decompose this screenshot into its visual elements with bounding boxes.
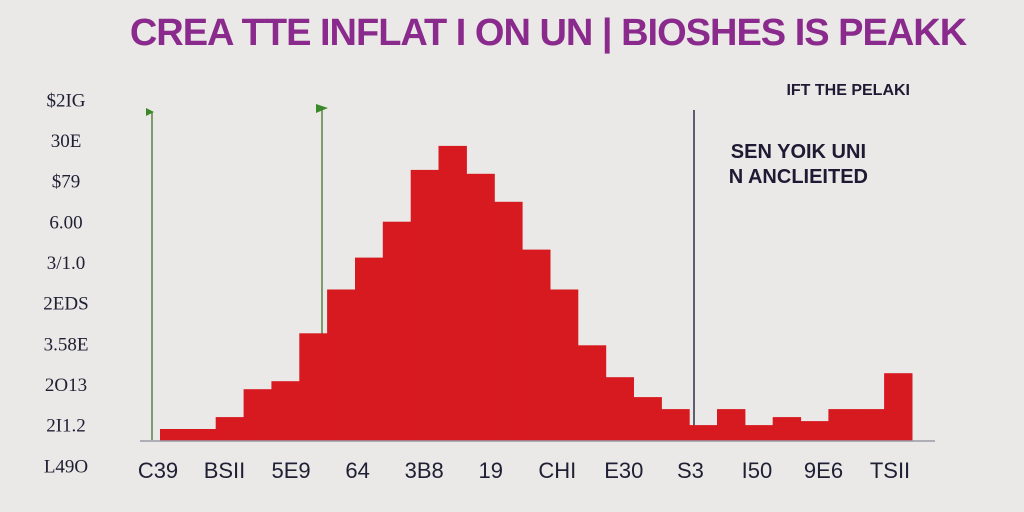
x-tick-label: C39 bbox=[138, 458, 178, 483]
y-tick-label: 3/1.0 bbox=[47, 253, 86, 274]
annotation-line-1: SEN YOIK UNI bbox=[731, 141, 866, 163]
x-tick-label: 5E9 bbox=[272, 458, 311, 483]
y-tick-label: 2I1.2 bbox=[46, 416, 86, 437]
y-tick-label: 30E bbox=[51, 131, 82, 152]
bar bbox=[633, 397, 662, 441]
x-tick-labels: C39 BSII 5E9 64 3B8 19 CHI E30 S3 I50 9E6 TSII bbox=[138, 458, 910, 483]
x-tick-label: CHI bbox=[538, 458, 576, 483]
bar bbox=[828, 409, 857, 441]
y-tick-label: $2IG bbox=[46, 90, 85, 111]
bar bbox=[271, 381, 300, 441]
bar bbox=[577, 345, 607, 441]
bar bbox=[160, 429, 189, 441]
bar bbox=[327, 289, 356, 441]
bars bbox=[160, 145, 913, 442]
y-tick-labels: $2IG 30E $79 6.00 3/1.0 2EDS 3.58E 2O13 2I1.2 L49… bbox=[43, 90, 88, 477]
x-tick-label: TSII bbox=[870, 458, 910, 483]
bar bbox=[215, 417, 245, 441]
bar bbox=[355, 257, 384, 441]
bar bbox=[549, 289, 579, 441]
x-tick-label: 19 bbox=[478, 458, 502, 483]
y-tick-label: 6.00 bbox=[49, 212, 82, 233]
y-tick-label: L49O bbox=[44, 456, 88, 477]
flag-icon bbox=[316, 104, 328, 113]
x-tick-label: 9E6 bbox=[804, 458, 843, 483]
bar bbox=[299, 333, 328, 441]
flag-icon bbox=[146, 108, 154, 116]
y-tick-label: 2O13 bbox=[45, 375, 87, 396]
chart-title: CREA TTE INFLAT I ON UN | BIOSHES IS PEA… bbox=[130, 12, 968, 54]
bar bbox=[717, 409, 746, 441]
annotation-line-2: N ANCLIEITED bbox=[729, 166, 868, 188]
x-tick-label: S3 bbox=[677, 458, 704, 483]
bar bbox=[856, 409, 885, 441]
x-tick-label: 64 bbox=[345, 458, 369, 483]
bar bbox=[689, 425, 718, 441]
bar bbox=[466, 173, 495, 442]
x-tick-label: BSII bbox=[204, 458, 246, 483]
bar bbox=[800, 421, 829, 441]
bar bbox=[438, 145, 467, 441]
bar bbox=[661, 409, 690, 441]
bar bbox=[410, 169, 440, 441]
bar bbox=[382, 221, 412, 441]
y-tick-label: 3.58E bbox=[44, 334, 89, 355]
x-tick-label: I50 bbox=[742, 458, 773, 483]
bar bbox=[772, 417, 802, 441]
bar bbox=[605, 377, 634, 441]
bar bbox=[744, 425, 774, 441]
x-tick-label: E30 bbox=[604, 458, 643, 483]
bar bbox=[494, 201, 523, 442]
annotation-peak: IFT THE PELAKI bbox=[786, 82, 910, 99]
y-tick-label: $79 bbox=[52, 172, 81, 193]
bar bbox=[522, 249, 551, 441]
bar bbox=[187, 429, 217, 441]
bar bbox=[243, 389, 272, 441]
x-tick-label: 3B8 bbox=[405, 458, 444, 483]
bar bbox=[884, 373, 913, 441]
y-tick-label: 2EDS bbox=[43, 294, 88, 315]
